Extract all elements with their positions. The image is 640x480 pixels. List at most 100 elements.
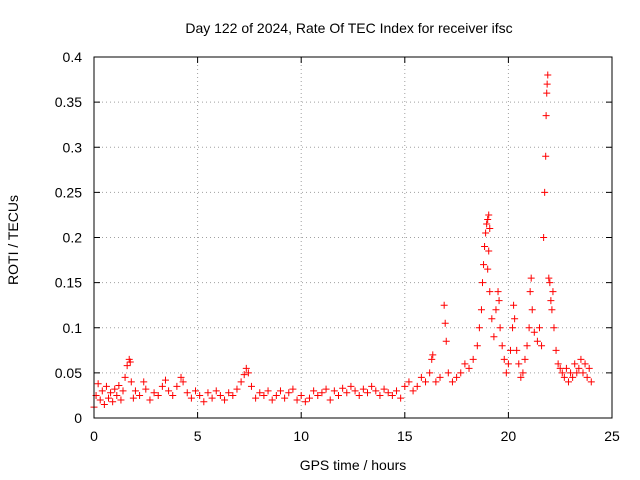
data-point-marker [187,394,195,402]
data-point-marker [314,391,322,399]
data-point-marker [453,373,461,381]
data-point-marker [305,394,313,402]
data-point-marker [562,364,570,372]
data-point-marker [119,387,127,395]
data-point-marker [465,364,473,372]
data-point-marker [297,391,305,399]
data-point-marker [397,394,405,402]
y-tick-label: 0 [74,410,82,426]
data-point-marker [533,337,541,345]
data-point-marker [538,342,546,350]
data-point-marker [272,391,280,399]
data-point-marker [154,391,162,399]
data-point-marker [498,342,506,350]
data-point-marker [281,394,289,402]
data-point-marker [310,387,318,395]
data-point-marker [571,360,579,368]
data-point-marker [484,215,492,223]
data-points [90,71,595,411]
data-point-marker [233,385,241,393]
data-point-marker [140,378,148,386]
data-point-marker [483,220,491,228]
data-point-marker [495,297,503,305]
data-point-marker [107,389,115,397]
data-point-marker [102,382,110,390]
data-point-marker [513,346,521,354]
data-point-marker [343,389,351,397]
y-tick-label: 0.1 [63,320,83,336]
data-point-marker [179,378,187,386]
data-point-marker [542,112,550,120]
data-point-marker [544,71,552,79]
data-point-marker [98,387,106,395]
data-point-marker [115,382,123,390]
x-tick-label: 5 [194,428,202,444]
y-tick-label: 0.2 [63,230,83,246]
data-point-marker [237,378,245,386]
data-point-marker [142,385,150,393]
data-point-marker [444,369,452,377]
data-point-marker [509,324,517,332]
data-point-marker [432,378,440,386]
data-point-marker [204,389,212,397]
data-point-marker [440,301,448,309]
data-point-marker [457,369,465,377]
data-point-marker [289,385,297,393]
data-point-marker [330,387,338,395]
data-point-marker [244,369,252,377]
data-point-marker [264,387,272,395]
y-tick-label: 0.25 [55,184,82,200]
data-point-marker [448,378,456,386]
data-point-marker [479,279,486,287]
data-point-marker [461,360,469,368]
data-point-marker [515,360,523,368]
y-tick-label: 0.05 [55,365,82,381]
data-point-marker [581,360,589,368]
data-point-marker [413,382,421,390]
data-point-marker [502,369,510,377]
data-point-marker [388,391,396,399]
data-point-marker [564,378,572,386]
data-point-marker [426,369,434,377]
data-point-marker [475,324,483,332]
data-point-marker [242,364,250,372]
data-point-marker [177,373,185,381]
data-point-marker [129,394,137,402]
data-point-marker [510,301,518,309]
data-point-marker [523,342,531,350]
data-point-marker [109,398,117,406]
data-point-marker [511,315,519,323]
data-point-marker [364,389,372,397]
data-point-marker [131,387,139,395]
data-point-marker [543,89,551,97]
chart-title: Day 122 of 2024, Rate Of TEC Index for r… [185,20,512,36]
data-point-marker [517,373,525,381]
data-point-marker [535,324,543,332]
data-point-marker [469,355,477,363]
data-point-marker [525,324,533,332]
data-point-marker [488,315,496,323]
data-point-marker [100,400,108,408]
data-point-marker [486,288,494,296]
data-point-marker [240,371,248,379]
x-tick-label: 25 [604,428,620,444]
data-point-marker [158,382,166,390]
y-tick-label: 0.3 [63,139,83,155]
data-point-marker [550,324,558,332]
data-point-marker [359,385,367,393]
data-point-marker [548,306,556,314]
data-point-marker [212,387,220,395]
data-point-marker [545,274,553,282]
data-point-marker [117,396,125,404]
data-point-marker [494,288,502,296]
data-point-marker [577,355,585,363]
x-tick-label: 20 [501,428,517,444]
data-point-marker [540,234,548,241]
data-point-marker [268,396,276,404]
data-point-marker [136,391,144,399]
data-point-marker [436,373,444,381]
data-point-marker [558,369,566,377]
data-point-marker [442,337,450,345]
data-point-marker [579,369,587,377]
x-tick-label: 10 [293,428,309,444]
